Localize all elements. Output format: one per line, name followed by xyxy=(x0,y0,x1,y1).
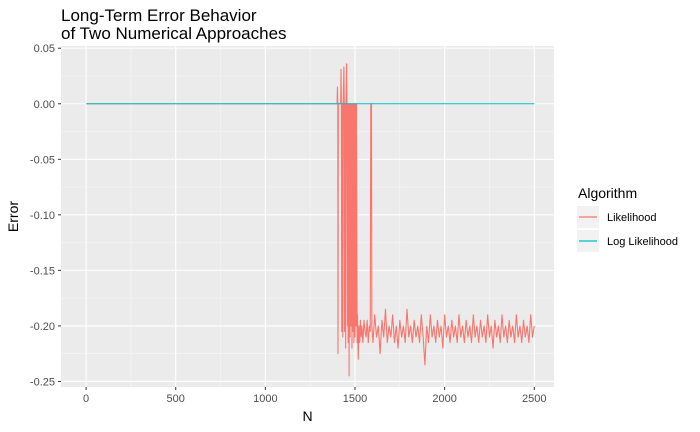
x-tick-label: 0 xyxy=(83,393,89,405)
legend-entry-label: Log Likelihood xyxy=(607,236,678,248)
series-line-likelihood xyxy=(86,63,535,377)
x-axis-ticks: 0 500 1000 1500 2000 2500 xyxy=(83,387,547,405)
x-tick-label: 1000 xyxy=(253,393,277,405)
x-axis-label: N xyxy=(302,408,312,424)
x-tick-label: 500 xyxy=(167,393,185,405)
legend-entry-label: Likelihood xyxy=(607,212,657,224)
chart-title-line-1: Long-Term Error Behavior xyxy=(61,6,257,25)
series-lines xyxy=(86,63,535,377)
chart-title-line-2: of Two Numerical Approaches xyxy=(61,24,287,43)
y-tick-label: 0.05 xyxy=(34,43,55,55)
y-tick-label: -0.15 xyxy=(30,265,55,277)
x-tick-label: 2500 xyxy=(522,393,546,405)
x-tick-label: 2000 xyxy=(432,393,456,405)
plot-panel xyxy=(61,46,554,387)
y-tick-label: -0.20 xyxy=(30,321,55,333)
legend: Algorithm Likelihood Log Likelihood xyxy=(577,185,678,252)
x-tick-label: 1500 xyxy=(343,393,367,405)
y-axis-label: Error xyxy=(5,201,21,232)
minor-gridlines xyxy=(61,46,554,387)
y-tick-label: -0.10 xyxy=(30,210,55,222)
y-tick-label: -0.05 xyxy=(30,154,55,166)
y-tick-label: 0.00 xyxy=(34,99,55,111)
y-axis-ticks: 0.05 0.00 -0.05 -0.10 -0.15 -0.20 -0.25 xyxy=(30,43,61,388)
legend-title: Algorithm xyxy=(578,185,637,201)
y-tick-label: -0.25 xyxy=(30,376,55,388)
